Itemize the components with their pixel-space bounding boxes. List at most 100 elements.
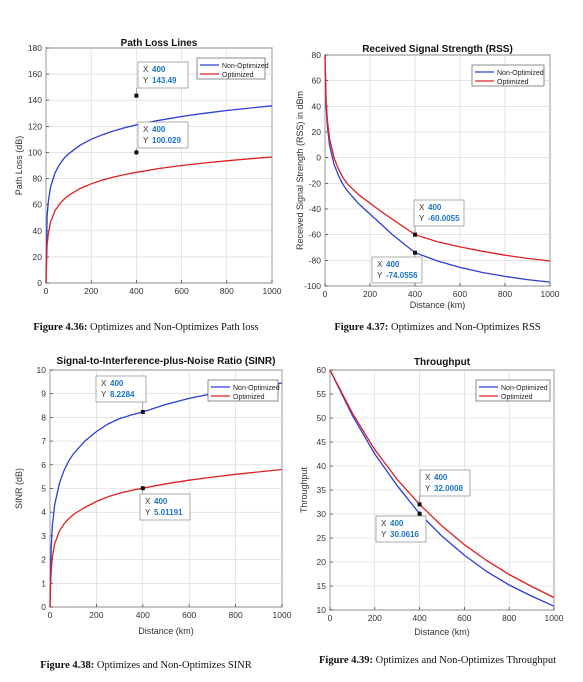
x-tick-label: 600 [182,610,196,620]
x-tick-label: 800 [502,613,516,623]
y-tick-label: 5 [41,484,46,494]
y-tick-label: 30 [317,509,327,519]
datatip-box [137,121,189,149]
y-tick-label: 120 [28,121,42,131]
datatip-y-label: Y [145,508,151,517]
y-tick-label: -60 [309,230,322,240]
series-line-non-optimized [329,369,555,607]
y-tick-label: 15 [317,581,327,591]
series-line-optimized [49,468,283,608]
y-tick-label: 1 [41,578,46,588]
datatip-x-value: 400 [428,203,442,212]
figure-caption: Figure 4.36: Optimizes and Non-Optimizes… [0,322,292,333]
y-axis-label: Received Signal Strength (RSS) in dBm [295,91,305,250]
legend-label: Optimized [501,394,533,401]
y-tick-label: 160 [28,69,42,79]
x-tick-label: 0 [323,289,328,299]
path-loss-chart: 0 200 400 600 800 1000 0 20 40 60 80 100 120 140 160 18… [14,38,282,310]
datatip-y-value: 5.01191 [154,508,183,517]
x-tick-label: 1000 [541,289,560,299]
datatip-y-value: 8.2284 [110,390,135,399]
y-tick-label: -20 [309,178,322,188]
x-tick-label: 800 [498,289,512,299]
y-tick-label: 10 [37,365,47,375]
y-tick-label: 25 [317,533,327,543]
x-tick-label: 600 [457,613,471,623]
figure-caption: Figure 4.39: Optimizes and Non-Optimizes… [292,655,583,666]
x-tick-label: 1000 [263,286,282,296]
x-axis-label: Distance (km) [410,300,466,310]
x-tick-label: 200 [363,289,377,299]
y-tick-label: 8 [41,412,46,422]
datatip-marker [140,486,145,491]
series-line-optimized [324,54,551,262]
datatip-x-label: X [419,203,425,212]
legend-label: Non-Optimized [497,70,544,77]
datatip-x-value: 400 [386,260,400,269]
datatip-marker [134,93,139,98]
y-axis-label: Throughput [299,466,309,513]
y-tick-label: -40 [309,204,322,214]
x-tick-label: 1000 [273,610,292,620]
datatip-x-label: X [381,519,387,528]
y-tick-label: 20 [33,252,43,262]
y-tick-label: 60 [33,200,43,210]
y-tick-label: 50 [317,413,327,423]
x-tick-label: 200 [368,613,382,623]
datatip-box [139,493,191,521]
datatip-box [375,515,427,543]
datatip-box [413,199,465,227]
datatip-x-label: X [425,473,431,482]
datatip-y-value: -74.0556 [386,271,418,280]
series-line-non-optimized [49,382,283,608]
y-tick-label: -100 [304,281,321,291]
datatip-y-value: 30.0616 [390,530,419,539]
x-tick-label: 200 [84,286,98,296]
y-tick-label: 0 [316,153,321,163]
series-line-optimized [329,369,555,599]
datatip-y-label: Y [101,390,107,399]
x-tick-label: 0 [328,613,333,623]
legend-label: Non-Optimized [222,63,269,70]
datatip-y-value: 32.0008 [434,484,463,493]
y-tick-label: 3 [41,531,46,541]
datatip-x-value: 400 [154,497,168,506]
x-tick-label: 200 [89,610,103,620]
x-tick-label: 1000 [545,613,564,623]
y-tick-label: 60 [317,365,327,375]
y-tick-label: 0 [37,278,42,288]
figure-caption-text: Optimizes and Non-Optimizes Throughput [375,655,556,666]
legend-label: Optimized [233,394,265,401]
datatip-y-value: 100.029 [152,136,181,145]
series-line-non-optimized [324,54,551,283]
x-tick-label: 800 [220,286,234,296]
datatip-x-label: X [145,497,151,506]
y-tick-label: 140 [28,95,42,105]
y-tick-label: 10 [317,605,327,615]
figure-caption-text: Optimizes and Non-Optimizes RSS [391,322,541,333]
legend-label: Non-Optimized [233,385,280,392]
series-line-optimized [45,156,273,284]
datatip-marker [417,511,422,516]
datatip-y-label: Y [381,530,387,539]
figure-caption-label: Figure 4.38: [40,660,95,671]
y-tick-label: 60 [312,76,322,86]
x-axis-label: Distance (km) [414,627,470,637]
x-tick-label: 0 [48,610,53,620]
x-tick-label: 600 [453,289,467,299]
y-tick-label: 9 [41,389,46,399]
datatip-marker [134,150,139,155]
y-tick-label: 80 [33,174,43,184]
y-tick-label: 40 [312,101,322,111]
datatip-marker [413,250,417,255]
datatip-x-value: 400 [110,379,124,388]
datatip-box [371,256,423,284]
y-tick-label: 4 [41,507,46,517]
sinr-chart: 0 200 400 600 800 1000 0 1 2 3 4 5 6 7 8 9 10 Signal-to-I… [14,356,292,636]
x-tick-label: 400 [413,613,427,623]
datatip-marker [140,409,145,414]
x-tick-label: 400 [129,286,143,296]
datatip-y-label: Y [143,76,149,85]
y-tick-label: 180 [28,43,42,53]
grid [324,54,551,287]
